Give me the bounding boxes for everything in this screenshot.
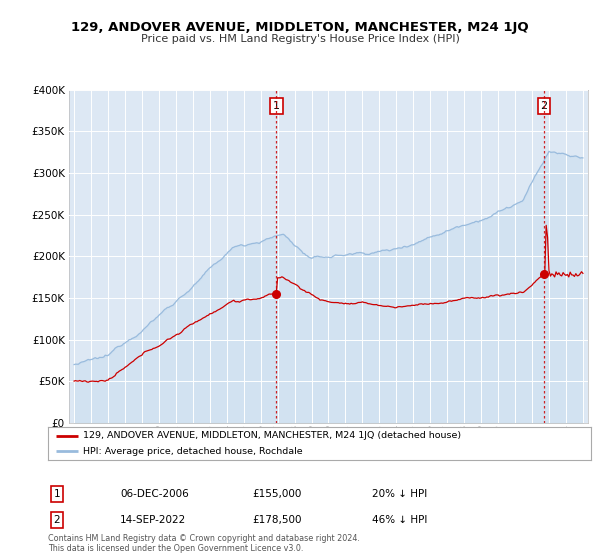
Text: £178,500: £178,500	[252, 515, 302, 525]
Text: 14-SEP-2022: 14-SEP-2022	[120, 515, 186, 525]
Text: 20% ↓ HPI: 20% ↓ HPI	[372, 489, 427, 499]
Text: 1: 1	[53, 489, 61, 499]
Text: 129, ANDOVER AVENUE, MIDDLETON, MANCHESTER, M24 1JQ: 129, ANDOVER AVENUE, MIDDLETON, MANCHEST…	[71, 21, 529, 34]
Text: 2: 2	[541, 101, 548, 111]
Text: £155,000: £155,000	[252, 489, 301, 499]
Text: 129, ANDOVER AVENUE, MIDDLETON, MANCHESTER, M24 1JQ (detached house): 129, ANDOVER AVENUE, MIDDLETON, MANCHEST…	[83, 431, 461, 440]
Text: 2: 2	[53, 515, 61, 525]
Text: 46% ↓ HPI: 46% ↓ HPI	[372, 515, 427, 525]
Text: This data is licensed under the Open Government Licence v3.0.: This data is licensed under the Open Gov…	[48, 544, 304, 553]
Text: Contains HM Land Registry data © Crown copyright and database right 2024.: Contains HM Land Registry data © Crown c…	[48, 534, 360, 543]
Text: Price paid vs. HM Land Registry's House Price Index (HPI): Price paid vs. HM Land Registry's House …	[140, 34, 460, 44]
Text: 1: 1	[273, 101, 280, 111]
Text: 06-DEC-2006: 06-DEC-2006	[120, 489, 189, 499]
Text: HPI: Average price, detached house, Rochdale: HPI: Average price, detached house, Roch…	[83, 447, 303, 456]
